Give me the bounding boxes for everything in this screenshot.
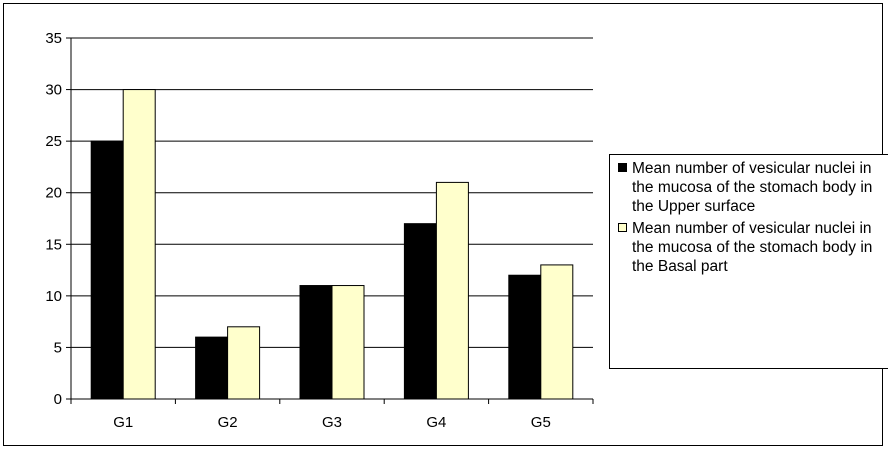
legend-label-upper-surface: Mean number of vesicular nuclei in the m… [632, 160, 873, 215]
x-tick-label-g4: G4 [426, 414, 446, 431]
bar-g4-series-2 [435, 181, 469, 400]
x-tick-label-g5: G5 [531, 414, 551, 431]
y-tick-label: 30 [45, 82, 62, 99]
chart-frame: 0 5 10 15 20 25 30 35 G1 G2 G3 G4 G5 Mean number of … [3, 3, 888, 446]
y-tick-label: 5 [54, 339, 62, 356]
bar-g3-series-1 [299, 285, 333, 400]
x-tick-label-g3: G3 [322, 414, 342, 431]
x-tick-label-g1: G1 [113, 414, 133, 431]
bar-g3-series-2 [331, 285, 365, 400]
bar-g5-series-1 [508, 274, 542, 400]
bar-g1-series-1 [90, 140, 124, 400]
y-tick-label: 35 [45, 30, 62, 47]
bar-g4-series-1 [403, 223, 437, 400]
y-tick-label: 10 [45, 288, 62, 305]
legend-entry-basal-part: Mean number of vesicular nuclei in the m… [618, 219, 888, 276]
bar-chart: 0 5 10 15 20 25 30 35 G1 G2 G3 G4 G5 [45, 30, 594, 431]
y-tick-label: 25 [45, 133, 62, 150]
bar-g2-series-1 [195, 336, 229, 400]
bar-g5-series-2 [540, 264, 574, 400]
legend-swatch-upper-surface [618, 163, 627, 172]
bar-g1-series-2 [122, 89, 156, 400]
legend: Mean number of vesicular nuclei in the m… [609, 154, 888, 369]
x-tick-label-g2: G2 [218, 414, 238, 431]
y-tick-label: 20 [45, 185, 62, 202]
legend-swatch-basal-part [618, 223, 627, 232]
bar-g2-series-2 [227, 326, 261, 400]
y-tick-label: 15 [45, 236, 62, 253]
legend-label-basal-part: Mean number of vesicular nuclei in the m… [632, 220, 873, 275]
y-tick-label: 0 [54, 391, 62, 408]
legend-entry-upper-surface: Mean number of vesicular nuclei in the m… [618, 159, 888, 216]
